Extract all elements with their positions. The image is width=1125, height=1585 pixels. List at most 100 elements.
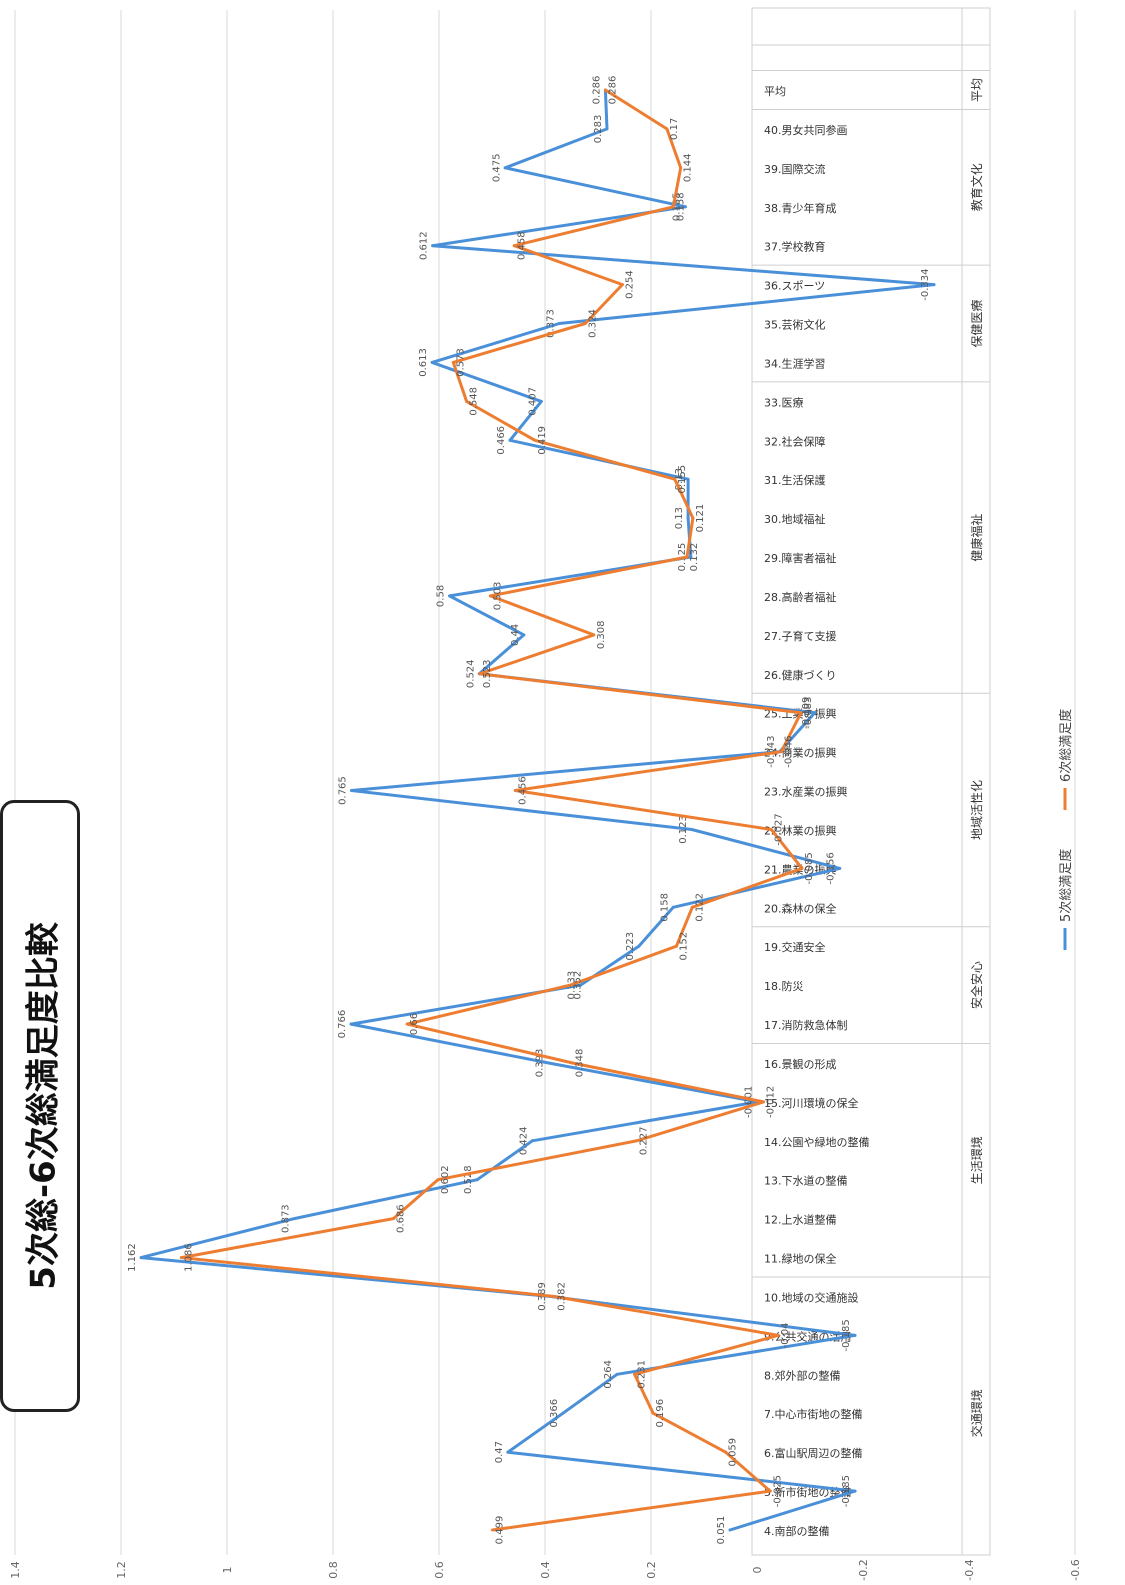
value-tick-label: 0	[751, 1567, 764, 1574]
data-label: 0.382	[557, 1282, 568, 1311]
data-point	[431, 244, 435, 248]
data-label: 0.548	[469, 387, 480, 416]
data-point	[513, 789, 517, 793]
data-label: -0.185	[841, 1475, 852, 1507]
data-label: 0.286	[591, 76, 602, 105]
data-label: -0.083	[803, 697, 814, 729]
category-label: 20.森林の保全	[764, 901, 837, 915]
data-label: 0.135	[671, 192, 682, 221]
data-label: 0.264	[603, 1360, 614, 1389]
data-point	[522, 633, 526, 637]
data-label: 0.059	[728, 1438, 739, 1467]
data-label: 0.407	[527, 387, 538, 416]
data-label: 0.393	[535, 1049, 546, 1078]
data-label: 0.499	[495, 1516, 506, 1545]
data-point	[651, 1411, 655, 1415]
data-label: 0.231	[637, 1360, 648, 1389]
data-point	[679, 166, 683, 170]
data-point	[686, 516, 690, 520]
data-point	[769, 827, 773, 831]
data-point	[475, 1178, 479, 1182]
category-label: 32.社会保障	[764, 434, 826, 448]
data-label: 0.122	[694, 893, 705, 922]
chart-title-box: 5次総-6次総満足度比較	[0, 800, 80, 1412]
data-point	[633, 1372, 637, 1376]
chart-title: 5次総-6次総満足度比較	[23, 922, 64, 1290]
data-label: 0.254	[624, 270, 635, 299]
category-label: 27.子育て支援	[764, 629, 837, 643]
group-label: 保健医療	[970, 300, 984, 348]
legend-label: 5次総満足度	[1058, 849, 1074, 922]
category-label: 4.南部の整備	[764, 1524, 830, 1538]
data-label: 0.612	[419, 231, 430, 260]
data-label: 0.503	[492, 582, 503, 611]
data-point	[557, 322, 561, 326]
category-label: 28.高齢者福祉	[764, 590, 837, 604]
category-label: 34.生涯学習	[764, 356, 826, 370]
category-label: 19.交通安全	[764, 940, 826, 954]
data-label: 0.155	[677, 465, 688, 494]
data-point	[671, 205, 675, 209]
data-point	[451, 360, 455, 364]
data-label: -0.109	[801, 697, 812, 729]
category-label: 8.郊外部の整備	[764, 1368, 841, 1382]
category-label: 37.学校教育	[764, 240, 826, 254]
data-point	[685, 555, 689, 559]
category-label: 29.障害者福祉	[764, 551, 837, 565]
data-point	[691, 516, 695, 520]
category-label: 平均	[764, 85, 786, 98]
data-label: -0.012	[765, 1086, 776, 1118]
data-point	[776, 1333, 780, 1337]
data-label: -0.334	[920, 268, 931, 300]
category-label: 18.防災	[764, 979, 804, 993]
category-label: 6.富山駅周辺の整備	[764, 1446, 863, 1460]
data-point	[405, 1022, 409, 1026]
data-label: 0.613	[418, 348, 429, 377]
data-label: 0.17	[669, 118, 680, 140]
data-label: -0.025	[772, 1475, 783, 1507]
value-tick-label: 1.2	[115, 1561, 128, 1579]
category-label: 11.緑地の保全	[764, 1252, 837, 1266]
data-point	[508, 438, 512, 442]
data-point	[838, 866, 842, 870]
category-label: 26.健康づくり	[764, 668, 837, 682]
value-tick-label: 0.2	[645, 1561, 658, 1579]
category-label: 10.地域の交通施設	[764, 1290, 859, 1304]
category-label: 23.水産業の振興	[764, 785, 848, 799]
value-tick-label: -0.6	[1069, 1559, 1082, 1580]
data-label: 0.766	[337, 1010, 348, 1039]
group-label: 地域活性化	[970, 780, 984, 840]
data-label: 0.366	[549, 1399, 560, 1428]
data-label: 0.121	[695, 504, 706, 533]
legend-label: 6次総満足度	[1058, 709, 1074, 782]
category-label: 7.中心市街地の整備	[764, 1407, 863, 1421]
data-point	[561, 1411, 565, 1415]
data-label: 0.58	[436, 585, 447, 607]
category-label: 13.下水道の整備	[764, 1174, 848, 1188]
data-label: 0.524	[465, 659, 476, 688]
data-label: -0.156	[826, 852, 837, 884]
data-point	[690, 827, 694, 831]
data-point	[689, 555, 693, 559]
data-point	[683, 205, 687, 209]
data-point	[665, 127, 669, 131]
data-point	[553, 1294, 557, 1298]
data-label: 0.283	[593, 115, 604, 144]
data-label: 0.051	[716, 1516, 727, 1545]
data-point	[637, 944, 641, 948]
data-label: 0.456	[517, 776, 528, 805]
data-label: 0.13	[674, 507, 685, 529]
data-point	[761, 1100, 765, 1104]
data-label: 0.132	[689, 543, 700, 572]
data-point	[674, 944, 678, 948]
category-label: 14.公園や緑地の整備	[764, 1135, 870, 1149]
series-line	[179, 88, 804, 1532]
category-label: 40.男女共同参画	[764, 123, 848, 137]
data-label: -0.085	[804, 852, 815, 884]
data-point	[139, 1256, 143, 1260]
group-label: 安全安心	[969, 961, 984, 1009]
data-point	[530, 1139, 534, 1143]
value-tick-label: -0.4	[963, 1559, 976, 1580]
data-label: 0.223	[625, 932, 636, 961]
data-label: -0.04	[780, 1322, 791, 1348]
